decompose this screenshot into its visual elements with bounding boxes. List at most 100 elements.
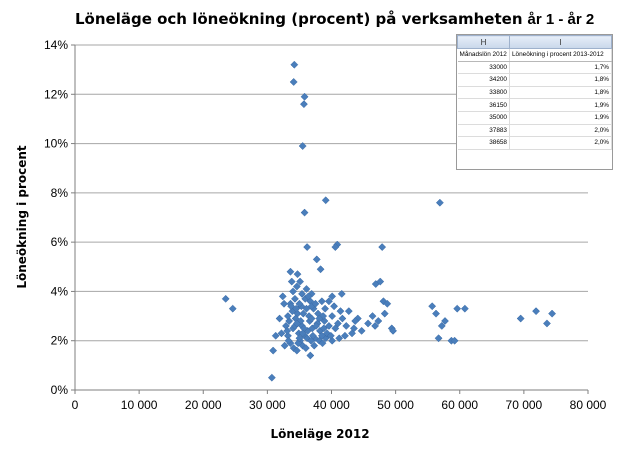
data-point <box>532 307 541 316</box>
data-point <box>311 299 320 308</box>
data-point <box>374 317 383 325</box>
data-point <box>337 289 346 298</box>
y-tick-label: 0% <box>51 383 69 397</box>
data-point <box>326 331 335 340</box>
data-point <box>292 319 301 328</box>
data-points <box>221 60 557 382</box>
data-point <box>299 100 308 109</box>
y-tick-label: 10% <box>44 137 68 151</box>
table-row: 37883 2,0% <box>457 124 612 138</box>
data-point <box>319 324 328 333</box>
x-tick-label: 10 000 <box>121 398 158 412</box>
y-tick-label: 6% <box>51 235 69 249</box>
data-point <box>289 78 298 86</box>
y-tick-labels: 0% 2% 4% 6% 8% 10% 12% 14% <box>44 38 68 397</box>
data-point <box>348 329 356 338</box>
x-tick-label: 0 <box>72 398 79 412</box>
data-point <box>383 299 392 308</box>
x-tick-label: 50 000 <box>377 398 414 412</box>
data-point <box>441 317 449 325</box>
data-point <box>315 314 324 323</box>
data-point <box>320 317 329 325</box>
data-point <box>453 304 462 313</box>
chart-title: Löneläge och löneökning (procent) på ver… <box>75 10 594 28</box>
data-point <box>290 294 299 303</box>
data-point <box>298 289 306 298</box>
data-point <box>300 92 309 101</box>
column-header-h: H <box>457 35 510 49</box>
data-point <box>321 304 330 313</box>
increase-cell: 2,0% <box>509 136 612 150</box>
data-point <box>283 326 292 335</box>
data-point <box>389 326 398 335</box>
data-point <box>221 294 230 303</box>
axes <box>71 44 589 394</box>
data-point <box>290 60 299 69</box>
data-point <box>321 196 330 205</box>
data-point <box>331 243 340 252</box>
data-point <box>298 142 307 150</box>
data-point <box>344 307 353 316</box>
data-point <box>269 346 278 355</box>
data-point <box>292 346 301 355</box>
x-tick-label: 60 000 <box>441 398 478 412</box>
inset-header-salary: Månadslön 2012 <box>457 48 510 62</box>
data-point <box>317 331 326 340</box>
data-point <box>335 334 344 343</box>
data-point <box>450 336 459 345</box>
data-point <box>371 321 380 330</box>
table-row: 33800 1,8% <box>457 86 612 100</box>
data-point <box>298 329 307 338</box>
data-point <box>317 297 326 306</box>
data-point <box>328 336 337 345</box>
data-point <box>302 285 311 293</box>
table-row: 34200 1,8% <box>457 73 612 87</box>
data-point <box>437 321 446 330</box>
x-tick-label: 30 000 <box>249 398 286 412</box>
data-point <box>338 314 347 323</box>
increase-cell: 1,9% <box>509 111 612 125</box>
data-point <box>296 277 305 286</box>
salary-cell: 35000 <box>457 111 510 125</box>
data-point <box>460 304 469 313</box>
y-tick-label: 2% <box>51 334 69 348</box>
y-tick-label: 8% <box>51 186 69 200</box>
data-point <box>307 314 316 323</box>
data-point <box>275 314 284 323</box>
increase-cell: 2,0% <box>509 124 612 138</box>
data-point <box>434 334 443 343</box>
y-tick-label: 14% <box>44 38 68 52</box>
salary-cell: 34200 <box>457 73 510 87</box>
data-point <box>292 282 301 291</box>
salary-cell: 38658 <box>457 136 510 150</box>
table-row: 36150 1,9% <box>457 98 612 112</box>
increase-cell: 1,9% <box>509 98 612 112</box>
data-point <box>349 324 358 333</box>
data-point <box>295 299 304 308</box>
y-axis-title: Löneökning i procent <box>15 145 29 289</box>
data-point <box>316 265 325 274</box>
data-point <box>295 334 304 343</box>
data-point <box>284 336 293 345</box>
increase-cell: 1,8% <box>509 73 612 87</box>
data-point <box>318 339 327 348</box>
table-row: 33000 1,7% <box>457 61 612 75</box>
data-point <box>324 321 333 330</box>
salary-cell: 33800 <box>457 86 510 100</box>
data-point <box>357 326 366 335</box>
data-point <box>228 304 237 313</box>
x-tick-label: 20 000 <box>185 398 222 412</box>
table-row: 38658 2,0% <box>457 136 612 150</box>
x-tick-label: 70 000 <box>506 398 543 412</box>
data-point <box>432 309 440 318</box>
inset-header-increase: Löneökning i procent 2013-2012 <box>509 48 612 62</box>
x-tick-labels: 0 10 000 20 000 30 000 40 000 50 000 60 000 70 … <box>72 398 607 412</box>
chart-title-main: Löneläge och löneökning (procent) på ver… <box>75 10 523 28</box>
data-point <box>330 302 339 311</box>
data-point <box>300 208 309 217</box>
data-point <box>292 304 301 313</box>
column-header-i: I <box>509 35 612 49</box>
chart-title-suffix: år 1 - år 2 <box>528 11 595 28</box>
spreadsheet-inset: H I Månadslön 2012 Löneökning i procent … <box>456 34 613 170</box>
